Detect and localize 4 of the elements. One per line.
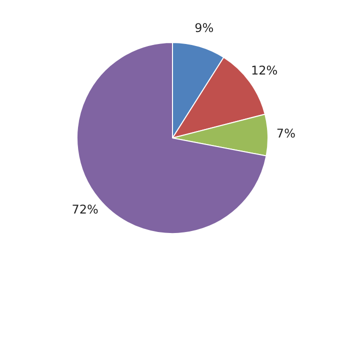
data-label: 9% xyxy=(194,21,214,36)
data-label: 12% xyxy=(250,63,278,78)
data-label: 72% xyxy=(72,202,98,216)
data-label: 7% xyxy=(276,126,296,141)
